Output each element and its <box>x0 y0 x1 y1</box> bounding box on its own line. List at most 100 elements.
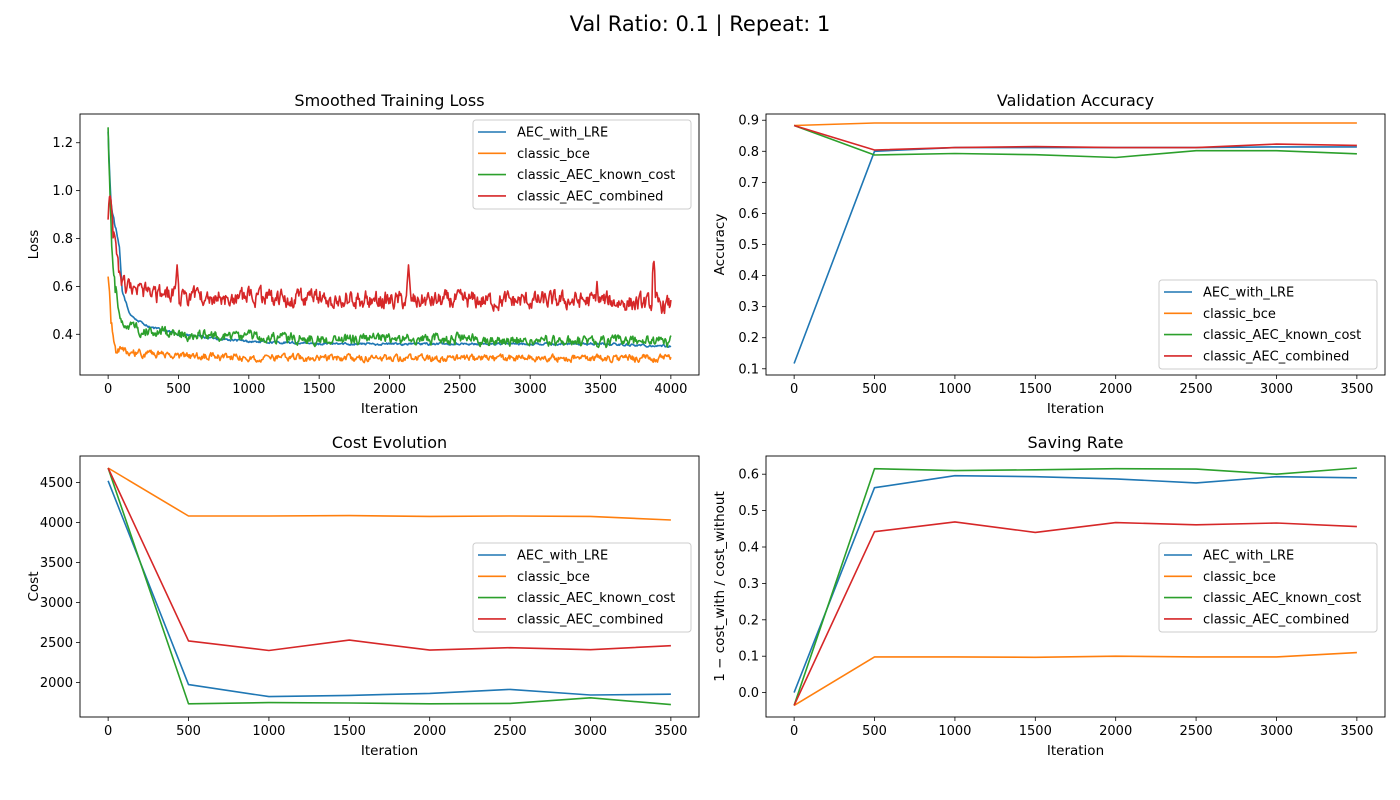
series-line-classic_bce <box>794 122 1357 127</box>
x-tick-label: 2000 <box>1099 724 1132 739</box>
chart-panel-2: Validation Accuracy 0 500 1000 1500 2000 2500 3… <box>712 91 1386 417</box>
legend: AEC_with_LRE classic_bce classic_AEC_known… <box>472 119 692 210</box>
x-tick-label: 3500 <box>654 724 687 739</box>
x-tick-label: 2500 <box>1180 724 1213 739</box>
legend-label: classic_AEC_combined <box>1203 350 1349 365</box>
x-tick-label: 3000 <box>574 724 607 739</box>
y-tick-label: 0.8 <box>52 232 73 247</box>
x-tick-label: 3500 <box>1340 382 1373 397</box>
y-axis-label: Cost <box>26 571 42 601</box>
x-axis-label: Iteration <box>1047 401 1104 417</box>
y-tick-label: 0.5 <box>738 504 759 519</box>
legend: AEC_with_LRE classic_bce classic_AEC_known… <box>1158 542 1378 633</box>
x-tick-label: 2500 <box>1180 382 1213 397</box>
y-axis-label: 1 − cost_with / cost_without <box>712 491 728 682</box>
y-tick-label: 0.7 <box>738 176 759 191</box>
legend-label: AEC_with_LRE <box>1203 286 1294 301</box>
x-tick-label: 4000 <box>654 382 687 397</box>
y-tick-label: 3000 <box>40 596 73 611</box>
y-tick-label: 0.5 <box>738 238 759 253</box>
x-tick-label: 2000 <box>1099 382 1132 397</box>
y-tick-label: 2500 <box>40 636 73 651</box>
legend-label: classic_AEC_known_cost <box>1203 591 1361 606</box>
series-line-AEC_with_LRE <box>793 474 1357 693</box>
y-tick-label: 4000 <box>40 516 73 531</box>
legend-label: classic_AEC_known_cost <box>517 591 675 606</box>
legend-label: AEC_with_LRE <box>1203 549 1294 564</box>
x-tick-label: 1500 <box>1019 382 1052 397</box>
series-line-classic_bce <box>107 467 671 521</box>
y-tick-label: 0.9 <box>738 114 759 129</box>
legend-label: classic_AEC_combined <box>517 190 663 205</box>
plot-frame <box>79 455 700 718</box>
x-axis-label: Iteration <box>361 743 418 759</box>
y-tick-label: 0.6 <box>738 468 759 483</box>
legend-label: classic_AEC_combined <box>1203 613 1349 628</box>
x-tick-label: 1500 <box>303 382 336 397</box>
x-tick-label: 0 <box>104 382 112 397</box>
series-line-classic_bce <box>793 651 1357 707</box>
y-tick-label: 0.2 <box>738 613 759 628</box>
legend-label: classic_bce <box>517 570 590 585</box>
series-line-AEC_with_LRE <box>107 480 671 698</box>
x-tick-label: 0 <box>790 724 798 739</box>
x-axis-label: Iteration <box>1047 743 1104 759</box>
legend-box <box>472 542 692 633</box>
legend-box <box>472 119 692 210</box>
x-tick-label: 3500 <box>584 382 617 397</box>
y-tick-label: 2000 <box>40 676 73 691</box>
y-tick-label: 3500 <box>40 556 73 571</box>
legend-box <box>1158 279 1378 370</box>
series-line-classic_bce <box>107 276 672 364</box>
legend-label: classic_bce <box>1203 570 1276 585</box>
x-tick-label: 1000 <box>938 382 971 397</box>
series-line-classic_AEC_known_cost <box>793 124 1357 159</box>
x-tick-label: 500 <box>166 382 191 397</box>
series-line-classic_AEC_combined <box>793 124 1357 151</box>
chart-title: Validation Accuracy <box>997 91 1154 110</box>
x-axis-label: Iteration <box>361 401 418 417</box>
x-tick-label: 2500 <box>443 382 476 397</box>
plot-frame <box>765 113 1386 376</box>
x-tick-label: 500 <box>862 724 887 739</box>
x-tick-label: 1500 <box>1019 724 1052 739</box>
series-line-classic_AEC_known_cost <box>107 127 672 349</box>
y-axis-label: Accuracy <box>712 214 728 276</box>
x-tick-label: 3500 <box>1340 724 1373 739</box>
chart-title: Saving Rate <box>1028 433 1124 452</box>
series-line-classic_AEC_combined <box>107 195 672 315</box>
legend-label: classic_AEC_known_cost <box>517 168 675 183</box>
x-tick-label: 3000 <box>1260 382 1293 397</box>
series-line-classic_AEC_combined <box>107 467 671 652</box>
legend-box <box>1158 542 1378 633</box>
x-tick-label: 0 <box>790 382 798 397</box>
x-tick-label: 0 <box>104 724 112 739</box>
figure-title: Val Ratio: 0.1 | Repeat: 1 <box>569 12 831 36</box>
legend-label: classic_bce <box>1203 307 1276 322</box>
x-tick-label: 2000 <box>373 382 406 397</box>
y-tick-label: 0.1 <box>738 362 759 377</box>
y-tick-label: 0.4 <box>52 328 73 343</box>
series-line-classic_AEC_known_cost <box>793 467 1357 706</box>
y-tick-label: 4500 <box>40 476 73 491</box>
plot-frame <box>79 113 700 376</box>
y-tick-label: 0.4 <box>738 541 759 556</box>
y-axis-label: Loss <box>26 230 42 260</box>
x-tick-label: 2500 <box>494 724 527 739</box>
y-tick-label: 1.2 <box>52 136 73 151</box>
legend-label: classic_bce <box>517 147 590 162</box>
y-tick-label: 0.3 <box>738 577 759 592</box>
x-tick-label: 1000 <box>252 724 285 739</box>
y-tick-label: 0.1 <box>738 650 759 665</box>
series-line-classic_AEC_combined <box>793 521 1357 706</box>
series-line-classic_AEC_known_cost <box>107 467 671 706</box>
x-tick-label: 2000 <box>413 724 446 739</box>
y-tick-label: 0.6 <box>52 280 73 295</box>
legend: AEC_with_LRE classic_bce classic_AEC_known… <box>472 542 692 633</box>
plot-frame <box>765 455 1386 718</box>
chart-panel-4: Saving Rate 0 500 1000 1500 2000 2500 3000 3500 0… <box>712 433 1386 759</box>
legend: AEC_with_LRE classic_bce classic_AEC_known… <box>1158 279 1378 370</box>
x-tick-label: 3000 <box>514 382 547 397</box>
x-tick-label: 1500 <box>333 724 366 739</box>
